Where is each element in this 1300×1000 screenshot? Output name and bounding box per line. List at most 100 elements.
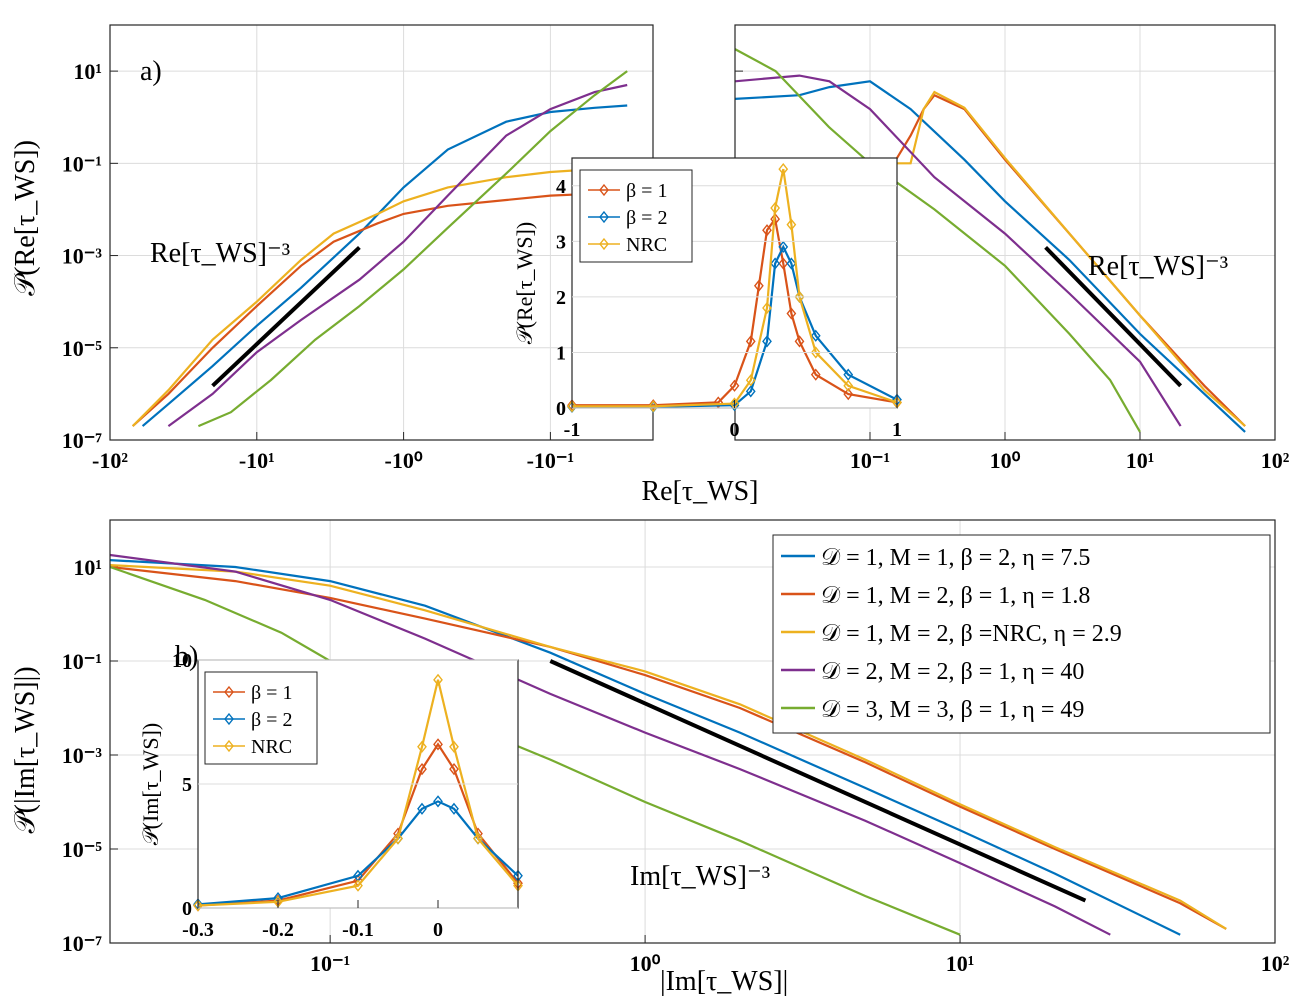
panel-b-series-2 <box>109 564 1227 930</box>
panel-a-inset-ytick-label: 2 <box>556 287 566 309</box>
panel-a-inset-marker <box>753 279 764 292</box>
panel-b-inset-xtick-label: -0.3 <box>182 919 214 941</box>
panel-a-fit-label-right: Re[τ_WS]⁻³ <box>1088 251 1228 282</box>
panel-a-left-series-1 <box>131 192 628 427</box>
panel-a-inset-marker <box>810 368 821 381</box>
panel-b-inset-xtick-label: -0.2 <box>262 919 294 941</box>
panel-a-left-axes: 10¹ 10⁻¹ 10⁻³ 10⁻⁵ 10⁻⁷-10² -10¹ -10⁰ -10⁻¹ <box>62 24 654 473</box>
panel-b-inset-ytick-label: 5 <box>182 774 192 796</box>
panel-a-left-ytick-label: 10⁻⁵ <box>62 336 103 361</box>
panel-a-inset-ylabel: 𝒫(Re[τ_WS]) <box>512 222 537 344</box>
panel-a-inset-marker <box>810 346 821 359</box>
panel-a-inset-series-2 <box>572 168 898 408</box>
panel-b-inset-marker <box>433 673 443 686</box>
panel-a-inset-ytick-label: 1 <box>556 342 566 364</box>
panel-b-inset-legend-label: NRC <box>251 736 292 758</box>
panel-a-ylabel: 𝒫(Re[τ_WS]) <box>10 140 41 296</box>
panel-b-inset-legend-label: β = 1 <box>251 682 292 704</box>
panel-b-inset-marker <box>449 740 459 753</box>
panel-a-inset-marker <box>778 240 789 254</box>
panel-a-left-xtick-label: -10¹ <box>239 448 275 473</box>
panel-b-fit-label: Im[τ_WS]⁻³ <box>630 861 770 892</box>
panel-a-right-xtick-label: 10² <box>1261 448 1290 473</box>
panel-a-inset-ytick-label: 0 <box>556 398 566 420</box>
panel-b-inset-legend-marker <box>224 685 234 699</box>
panel-a-inset-marker <box>762 224 772 237</box>
panel-a-inset-marker <box>745 374 756 387</box>
panel-a-right-xtick-label: 10¹ <box>1126 448 1155 473</box>
panel-a-inset-marker <box>770 212 781 226</box>
panel-a-inset-marker <box>729 379 740 392</box>
panel-b-inset-legend-label: β = 2 <box>251 709 292 731</box>
panel-a-inset-legend-marker <box>599 210 609 224</box>
panel-a-left-series-4 <box>197 70 628 428</box>
panel-b-xtick-label: 10⁻¹ <box>310 951 350 976</box>
panel-b-inset-marker <box>473 832 483 845</box>
panel-a-inset-legend-marker <box>599 237 609 251</box>
panel-a-inset-marker <box>843 387 854 401</box>
panel-a-right-xtick-label: 10⁻¹ <box>850 448 890 473</box>
panel-a-inset-marker <box>794 335 805 348</box>
panel-a-right-series-3 <box>734 74 1182 427</box>
panel-a-inset-marker <box>648 400 659 413</box>
panel-a-right-series-0 <box>734 80 1246 433</box>
panel-b-inset-marker <box>353 879 363 892</box>
panel-a-right-series-4 <box>734 48 1141 433</box>
panel-b-xtick-label: 10⁰ <box>630 951 661 976</box>
panel-b-series-0 <box>109 559 1181 936</box>
panel-b-inset-series-1 <box>197 800 519 906</box>
panel-b-legend: 𝒟 = 1, M = 1, β = 2, η = 7.5 𝒟 = 1, M = 2… <box>772 534 1271 734</box>
panel-b-inset-ytick-label: 0 <box>182 898 192 920</box>
panel-b-inset-ylabel: 𝒫(Im[τ_WS]) <box>138 723 163 845</box>
panel-b-inset-marker <box>193 898 203 911</box>
panel-a-inset-marker <box>810 329 821 342</box>
panel-a-fit-label-left: Re[τ_WS]⁻³ <box>150 238 290 269</box>
panel-a-inset-legend-label: β = 2 <box>626 207 667 229</box>
panel-a-inset-xtick-label: -1 <box>564 419 581 441</box>
panel-a-inset-marker <box>786 307 797 320</box>
panel-b-ytick-label: 10⁻³ <box>62 743 103 768</box>
panel-a-left-ytick-label: 10⁻⁷ <box>62 428 103 453</box>
panel-a-left-series-2 <box>131 166 628 427</box>
panel-b-ylabel: 𝒫(|Im[τ_WS]|) <box>10 666 41 833</box>
panel-a-inset-marker <box>567 400 577 413</box>
panel-a-inset-legend-marker <box>599 183 609 197</box>
panel-b-xlabel: |Im[τ_WS]| <box>660 966 788 997</box>
panel-b-inset-marker <box>433 738 443 751</box>
panel-b-inset-legend-marker <box>224 739 234 753</box>
panel-a-inset-marker <box>770 257 781 270</box>
panel-a-left-ytick-label: 10⁻³ <box>62 244 103 269</box>
panel-b-legend-label: 𝒟 = 1, M = 1, β = 2, η = 7.5 <box>821 545 1090 571</box>
panel-a-inset-legend-label: NRC <box>626 234 667 256</box>
panel-a-left-ytick-label: 10⁻¹ <box>62 151 102 176</box>
panel-a-inset-marker <box>843 379 854 392</box>
panel-a-inset-marker <box>770 201 781 215</box>
panel-b-legend-label: 𝒟 = 1, M = 2, β =NRC, η = 2.9 <box>821 621 1122 647</box>
panel-a-left-background <box>110 25 653 440</box>
panel-a-left-ytick-label: 10¹ <box>73 59 102 84</box>
panel-a-inset-marker <box>786 257 797 270</box>
panel-b-inset: 0 5 10 -0.3 -0.2 -0.1 0 β = 1 β = 2 NRC 𝒫(Im[τ_WS]… <box>138 650 523 941</box>
panel-a-inset-legend-box <box>579 169 693 263</box>
panel-a-left-xtick-label: -10² <box>92 448 128 473</box>
panel-b-inset-marker <box>449 802 459 815</box>
panel-b-inset-marker <box>417 740 427 753</box>
panel-a-inset-xtick-label: 0 <box>730 419 740 441</box>
panel-a-right-series-5 <box>1044 246 1183 388</box>
panel-b-legend-box <box>772 534 1271 734</box>
panel-b-legend-label: 𝒟 = 1, M = 2, β = 1, η = 1.8 <box>821 583 1090 609</box>
panel-a-left-series-5 <box>211 245 361 388</box>
panel-b-inset-xtick-label: 0 <box>433 919 443 941</box>
panel-a-inset-marker <box>786 218 797 231</box>
panel-b-ytick-label: 10⁻⁷ <box>62 931 103 956</box>
panel-b-ytick-label: 10¹ <box>73 555 102 580</box>
panel-b-xtick-label: 10² <box>1261 951 1290 976</box>
panel-b-inset-legend-marker <box>224 712 234 726</box>
panel-b-inset-marker <box>433 795 443 808</box>
panel-b-ytick-label: 10⁻¹ <box>62 649 102 674</box>
panel-b-inset-marker <box>417 802 427 815</box>
panel-a-left-series-0 <box>141 104 628 427</box>
panel-a-tag: a) <box>140 56 162 87</box>
panel-b-inset-series-2 <box>197 679 519 907</box>
